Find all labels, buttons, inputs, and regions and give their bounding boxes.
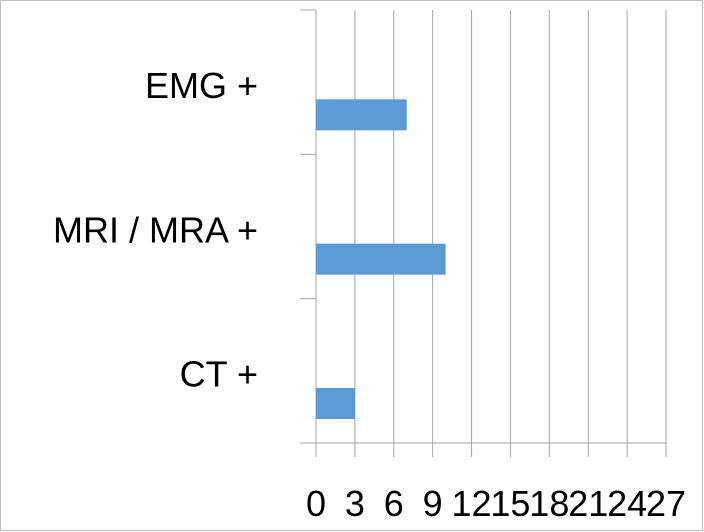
bars bbox=[316, 99, 446, 419]
x-tick-label: 12 bbox=[452, 483, 492, 524]
x-tick-label: 3 bbox=[345, 483, 365, 524]
category-label: CT + bbox=[180, 354, 258, 395]
x-tick-label: 27 bbox=[646, 483, 686, 524]
x-tick-label: 0 bbox=[306, 483, 326, 524]
axes bbox=[300, 9, 667, 457]
x-tick-label: 6 bbox=[384, 483, 404, 524]
x-tick-label: 18 bbox=[529, 483, 569, 524]
bar bbox=[316, 243, 446, 275]
bar bbox=[316, 99, 407, 131]
category-label: EMG + bbox=[145, 65, 258, 106]
x-tick-label: 24 bbox=[607, 483, 647, 524]
gridlines bbox=[354, 10, 667, 443]
x-tick-label: 21 bbox=[568, 483, 608, 524]
x-tick-label: 9 bbox=[423, 483, 443, 524]
x-tick-label: 15 bbox=[490, 483, 530, 524]
category-labels: EMG + MRI / MRA + CT + bbox=[53, 65, 258, 395]
category-label: MRI / MRA + bbox=[53, 209, 258, 250]
bar bbox=[316, 388, 355, 419]
